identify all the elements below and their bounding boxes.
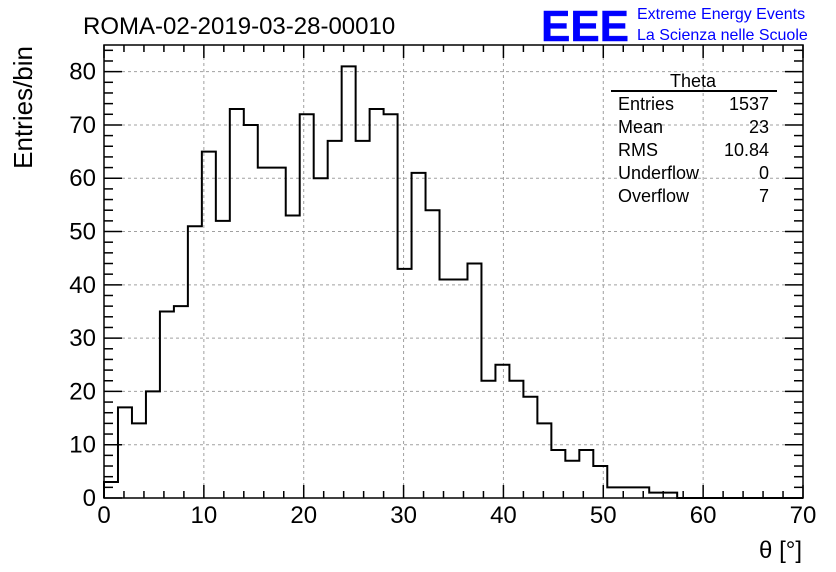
histogram-bin [216, 221, 230, 498]
stats-row-label: Overflow [618, 186, 690, 206]
y-tick-label: 60 [69, 165, 96, 192]
histogram-bin [174, 306, 188, 498]
x-tick-label: 10 [191, 502, 218, 529]
stats-row-value: 23 [749, 117, 769, 137]
histogram-bin [300, 114, 314, 498]
histogram-bin [104, 482, 118, 498]
x-tick-labels: 0 10 20 30 40 50 60 70 [97, 502, 816, 529]
eee-logo: EEE [541, 2, 629, 51]
histogram-bin [579, 450, 593, 498]
histogram-bin [593, 466, 607, 498]
histogram-bin [244, 125, 258, 498]
y-tick-label: 80 [69, 59, 96, 86]
y-tick-label: 70 [69, 112, 96, 139]
x-tick-label: 30 [390, 502, 417, 529]
axis-ticks [103, 45, 804, 499]
histogram-bin [398, 269, 412, 498]
histogram-outline [103, 65, 803, 499]
stats-row-label: Entries [618, 94, 674, 114]
histogram-bin [160, 311, 174, 498]
y-tick-label: 50 [69, 219, 96, 246]
histogram-bin [523, 397, 537, 498]
histogram-bin [342, 66, 356, 498]
histogram-bin [258, 168, 272, 498]
y-tick-label: 0 [83, 485, 96, 512]
histogram-bin [286, 216, 300, 498]
histogram-bin [454, 279, 468, 498]
histogram-bin [384, 114, 398, 498]
y-tick-label: 20 [69, 378, 96, 405]
histogram-bin [370, 109, 384, 498]
y-tick-label: 40 [69, 272, 96, 299]
stats-row-value: 10.84 [724, 140, 769, 160]
x-tick-label: 70 [790, 502, 817, 529]
plot-frame [103, 44, 804, 499]
histogram-bins [104, 66, 677, 498]
histogram-bin [118, 407, 132, 498]
x-tick-label: 0 [97, 502, 110, 529]
grid-lines [104, 45, 803, 498]
histogram-bin [551, 450, 565, 498]
stats-box: Theta Entries 1537 Mean 23 RMS 10.84 Underflow… [611, 71, 777, 206]
run-title: ROMA-02-2019-03-28-00010 [83, 13, 395, 40]
project-name-line1: Extreme Energy Events [637, 6, 805, 23]
histogram-bin [412, 173, 426, 498]
histogram-bin [495, 365, 509, 498]
stats-row-label: Underflow [618, 163, 700, 183]
histogram-bin [132, 423, 146, 498]
stats-row-value: 1537 [729, 94, 769, 114]
stats-row-label: RMS [618, 140, 658, 160]
histogram-bin [467, 264, 481, 498]
histogram-bin [481, 381, 495, 498]
x-tick-label: 40 [490, 502, 517, 529]
histogram-bin [440, 279, 454, 498]
histogram-bin [272, 168, 286, 498]
y-tick-labels: 0 10 20 30 40 50 60 70 80 [69, 59, 96, 512]
stats-box-title: Theta [670, 71, 717, 91]
histogram-bin [426, 210, 440, 498]
histogram-bin [565, 461, 579, 498]
stats-row-value: 0 [759, 163, 769, 183]
project-name-line2: La Scienza nelle Scuole [637, 27, 808, 44]
stats-row-label: Mean [618, 117, 663, 137]
histogram-bin [607, 487, 621, 498]
y-tick-label: 30 [69, 325, 96, 352]
y-tick-label: 10 [69, 432, 96, 459]
y-axis-label: Entries/bin [8, 46, 38, 169]
x-tick-label: 60 [690, 502, 717, 529]
x-axis-label: θ [°] [759, 537, 802, 564]
histogram-bin [230, 109, 244, 498]
x-tick-label: 20 [290, 502, 317, 529]
x-tick-label: 50 [590, 502, 617, 529]
histogram-bin [635, 487, 649, 498]
histogram-bin [537, 423, 551, 498]
histogram-bin [188, 226, 202, 498]
histogram-bin [509, 381, 523, 498]
stats-row-value: 7 [759, 186, 769, 206]
